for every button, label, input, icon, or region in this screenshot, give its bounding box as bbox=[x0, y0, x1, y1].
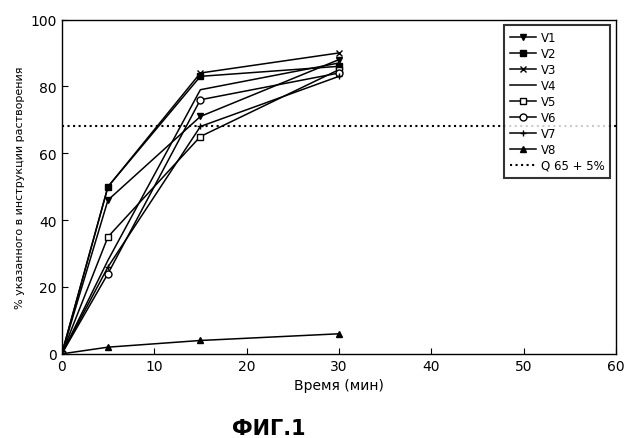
V2 bbox=[335, 64, 343, 70]
V2 bbox=[196, 74, 204, 80]
V7 bbox=[104, 265, 112, 270]
V8 bbox=[196, 338, 204, 343]
Legend: V1, V2, V3, V4, V5, V6, V7, V8, Q 65 + 5%: V1, V2, V3, V4, V5, V6, V7, V8, Q 65 + 5… bbox=[504, 26, 611, 178]
Y-axis label: % указанного в инструкции растворения: % указанного в инструкции растворения bbox=[15, 66, 25, 308]
V1 bbox=[58, 351, 66, 357]
Line: V4: V4 bbox=[62, 64, 339, 354]
V5 bbox=[104, 235, 112, 240]
Line: V8: V8 bbox=[58, 331, 342, 357]
V5 bbox=[58, 351, 66, 357]
V3 bbox=[335, 51, 343, 57]
Text: ФИГ.1: ФИГ.1 bbox=[232, 418, 306, 438]
V2 bbox=[104, 185, 112, 190]
V4 bbox=[58, 351, 66, 357]
V1 bbox=[196, 115, 204, 120]
V6 bbox=[104, 272, 112, 277]
V3 bbox=[104, 185, 112, 190]
V4 bbox=[335, 61, 343, 67]
V3 bbox=[196, 71, 204, 77]
V3 bbox=[58, 351, 66, 357]
V8 bbox=[104, 345, 112, 350]
V6 bbox=[196, 98, 204, 103]
Line: V7: V7 bbox=[58, 74, 342, 357]
V7 bbox=[58, 351, 66, 357]
V6 bbox=[335, 71, 343, 77]
Line: V5: V5 bbox=[58, 67, 342, 357]
V7 bbox=[196, 124, 204, 130]
X-axis label: Время (мин): Время (мин) bbox=[294, 378, 384, 392]
Line: V3: V3 bbox=[58, 50, 342, 357]
V4 bbox=[104, 258, 112, 263]
Line: V1: V1 bbox=[58, 57, 342, 357]
Line: V6: V6 bbox=[58, 71, 342, 357]
V6 bbox=[58, 351, 66, 357]
V5 bbox=[196, 134, 204, 140]
V7 bbox=[335, 74, 343, 80]
V2 bbox=[58, 351, 66, 357]
V1 bbox=[104, 198, 112, 203]
V8 bbox=[58, 351, 66, 357]
Line: V2: V2 bbox=[58, 64, 342, 357]
V5 bbox=[335, 68, 343, 73]
V4 bbox=[196, 88, 204, 93]
V8 bbox=[335, 332, 343, 337]
V1 bbox=[335, 58, 343, 63]
